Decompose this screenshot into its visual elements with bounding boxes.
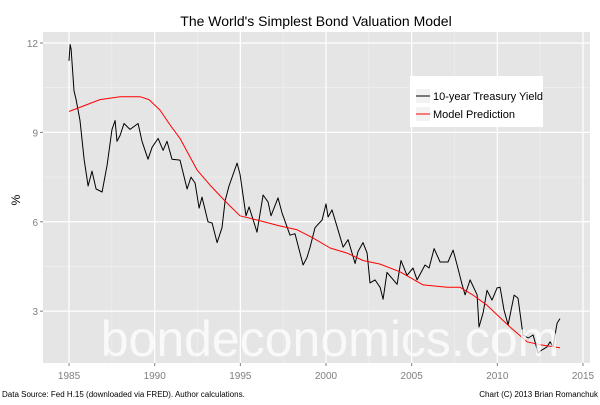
x-tick-label: 2015 [572, 371, 595, 382]
chart-title: The World's Simplest Bond Valuation Mode… [180, 13, 451, 29]
x-tick-label: 1985 [58, 371, 81, 382]
y-tick-label: 9 [32, 128, 38, 139]
legend: 10-year Treasury Yield Model Prediction [410, 76, 543, 127]
y-axis-label: % [9, 194, 23, 205]
footer-source: Data Source: Fed H.15 (downloaded via FR… [2, 390, 245, 399]
series-lines [68, 44, 561, 354]
y-tick-label: 12 [27, 39, 39, 50]
y-tick-label: 6 [32, 218, 38, 229]
watermark: bondeconomics.com [101, 311, 560, 367]
footer-copyright: Chart (C) 2013 Brian Romanchuk [479, 390, 599, 399]
y-tick-label: 3 [32, 307, 38, 318]
legend-label-model: Model Prediction [433, 109, 515, 121]
legend-label-yield: 10-year Treasury Yield [433, 91, 543, 103]
axis-ticks: 1985 1990 1995 2000 2005 2010 2015 3 6 9 12 [27, 39, 595, 382]
series-line-model-prediction [68, 96, 561, 349]
x-tick-label: 1995 [229, 371, 252, 382]
x-tick-label: 2000 [315, 371, 338, 382]
legend-box [410, 76, 543, 127]
x-tick-label: 2010 [486, 371, 509, 382]
grid [43, 32, 590, 363]
x-tick-label: 2005 [401, 371, 424, 382]
x-tick-label: 1990 [144, 371, 167, 382]
